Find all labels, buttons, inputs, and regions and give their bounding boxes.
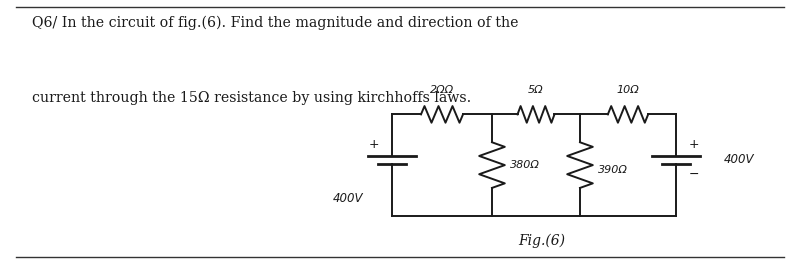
Text: 400V: 400V (333, 192, 363, 205)
Text: 5Ω: 5Ω (528, 85, 544, 95)
Text: 10Ω: 10Ω (617, 85, 639, 95)
Text: 390Ω: 390Ω (598, 165, 627, 175)
Text: +: + (369, 138, 380, 151)
Text: current through the 15Ω resistance by using kirchhoffs laws.: current through the 15Ω resistance by us… (32, 91, 471, 105)
Text: 400V: 400V (724, 153, 754, 166)
Text: −: − (688, 168, 699, 181)
Text: Fig.(6): Fig.(6) (518, 234, 566, 248)
Text: +: + (688, 138, 699, 151)
Text: Q6/ In the circuit of fig.(6). Find the magnitude and direction of the: Q6/ In the circuit of fig.(6). Find the … (32, 16, 518, 30)
Text: 2ΩΩ: 2ΩΩ (430, 85, 454, 95)
Text: 380Ω: 380Ω (510, 160, 539, 170)
